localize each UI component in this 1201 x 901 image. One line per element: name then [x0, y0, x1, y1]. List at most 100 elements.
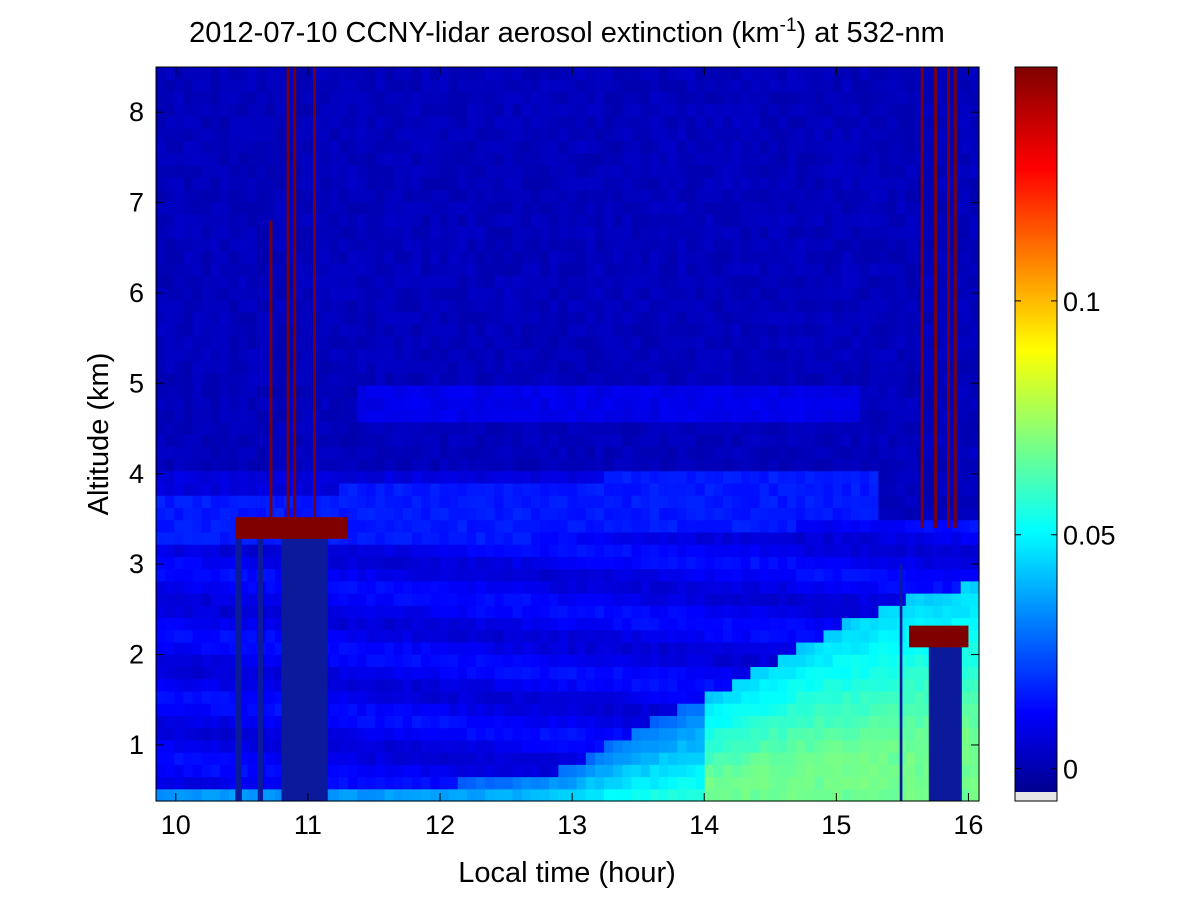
heatmap-cell	[576, 336, 587, 349]
heatmap-cell	[338, 152, 349, 166]
heatmap-cell	[759, 103, 770, 117]
heatmap-cell	[668, 164, 678, 178]
heatmap-cell	[448, 385, 459, 398]
heatmap-cell	[695, 360, 706, 374]
heatmap-cell	[786, 641, 797, 655]
heatmap-cell	[878, 128, 889, 141]
heatmap-cell	[393, 348, 404, 362]
heatmap-cell	[841, 568, 852, 582]
heatmap-cell	[768, 372, 779, 386]
heatmap-cell	[165, 140, 175, 154]
heatmap-cell	[393, 152, 404, 166]
heatmap-cell	[192, 544, 203, 557]
heatmap-cell	[238, 238, 249, 252]
heatmap-cell	[521, 434, 532, 447]
heatmap-cell	[503, 678, 514, 692]
heatmap-cell	[256, 470, 267, 484]
heatmap-cell	[860, 250, 870, 264]
heatmap-cell	[567, 311, 578, 325]
heatmap-cell	[686, 213, 697, 227]
heatmap-cell	[686, 580, 697, 594]
heatmap-cell	[466, 152, 477, 166]
heatmap-cell	[604, 103, 614, 117]
heatmap-cell	[594, 238, 605, 252]
heatmap-cell	[210, 164, 221, 178]
heatmap-cell	[777, 397, 788, 411]
heatmap-cell	[832, 519, 843, 533]
heatmap-cell	[439, 544, 450, 557]
heatmap-cell	[357, 715, 367, 729]
heatmap-cell	[293, 226, 303, 239]
heatmap-cell	[759, 458, 770, 472]
heatmap-cell	[640, 311, 651, 325]
heatmap-cell	[576, 115, 587, 129]
heatmap-cell	[393, 360, 404, 374]
heatmap-cell	[631, 458, 642, 472]
heatmap-cell	[850, 385, 861, 398]
heatmap-cell	[521, 397, 532, 411]
heatmap-cell	[503, 323, 514, 337]
heatmap-cell	[796, 189, 806, 203]
heatmap-cell	[640, 177, 651, 190]
heatmap-cell	[320, 434, 331, 447]
heatmap-cell	[741, 115, 751, 129]
heatmap-cell	[238, 128, 249, 141]
heatmap-cell	[192, 617, 203, 631]
heatmap-cell	[274, 189, 285, 203]
heatmap-cell	[704, 703, 715, 716]
heatmap-cell	[604, 544, 614, 557]
heatmap-cell	[439, 446, 450, 460]
heatmap-cell	[357, 788, 367, 802]
heatmap-cell	[521, 226, 532, 239]
heatmap-cell	[750, 752, 761, 765]
heatmap-cell	[165, 372, 175, 386]
heatmap-cell	[439, 739, 450, 753]
heatmap-cell	[722, 140, 733, 154]
heatmap-cell	[722, 372, 733, 386]
heatmap-cell	[677, 544, 687, 557]
heatmap-cell	[677, 752, 687, 765]
heatmap-cell	[521, 348, 532, 362]
heatmap-cell	[174, 629, 185, 643]
heatmap-cell	[613, 385, 623, 398]
heatmap-cell	[567, 764, 578, 778]
heatmap-cell	[832, 495, 843, 508]
heatmap-cell	[265, 115, 276, 129]
heatmap-cell	[695, 764, 706, 778]
heatmap-cell	[457, 617, 468, 631]
heatmap-cell	[421, 372, 431, 386]
heatmap-cell	[658, 629, 669, 643]
heatmap-cell	[457, 690, 468, 704]
heatmap-cell	[786, 593, 797, 606]
heatmap-cell	[430, 690, 441, 704]
heatmap-cell	[841, 593, 852, 606]
heatmap-cell	[686, 458, 697, 472]
heatmap-cell	[174, 727, 185, 741]
heatmap-cell	[594, 287, 605, 301]
heatmap-cell	[174, 739, 185, 753]
heatmap-cell	[366, 103, 377, 117]
heatmap-cell	[201, 654, 212, 668]
heatmap-cell	[402, 385, 413, 398]
heatmap-cell	[741, 678, 751, 692]
heatmap-cell	[466, 507, 477, 521]
heatmap-cell	[860, 605, 870, 619]
heatmap-cell	[558, 764, 569, 778]
heatmap-cell	[338, 666, 349, 680]
heatmap-cell	[521, 593, 532, 606]
heatmap-cell	[869, 654, 880, 668]
heatmap-cell	[402, 715, 413, 729]
heatmap-cell	[558, 189, 569, 203]
heatmap-cell	[622, 323, 633, 337]
heatmap-cell	[677, 262, 687, 276]
heatmap-cell	[329, 727, 340, 741]
heatmap-cell	[604, 629, 614, 643]
heatmap-cell	[265, 678, 276, 692]
heatmap-cell	[512, 580, 523, 594]
heatmap-cell	[732, 421, 742, 435]
heatmap-cell	[905, 764, 916, 778]
heatmap-cell	[841, 287, 852, 301]
heatmap-cell	[713, 727, 724, 741]
heatmap-cell	[896, 495, 907, 508]
heatmap-cell	[558, 323, 569, 337]
